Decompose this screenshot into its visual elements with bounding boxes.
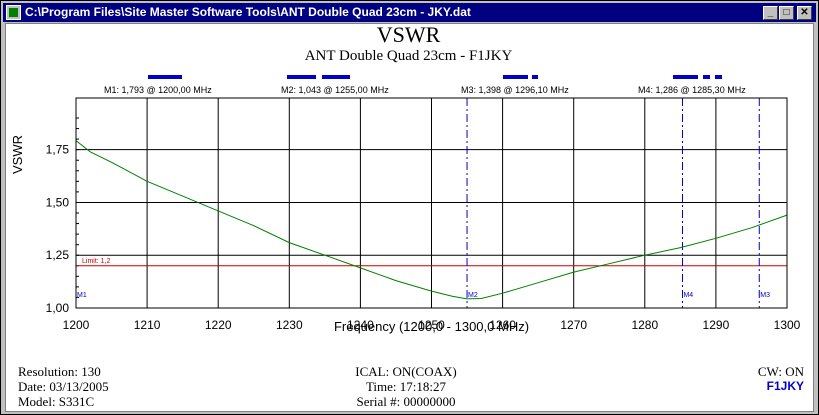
axis-ticks: 1200 1210 1220 1230 1240 1250 1260 1270 1280 1290… xyxy=(46,117,801,332)
serial-text: Serial #: 00000000 xyxy=(356,394,456,409)
cw-status: CW: ON xyxy=(757,364,804,379)
minimize-button[interactable]: _ xyxy=(763,6,778,20)
x-tick-label: 1230 xyxy=(276,318,303,332)
marker-tag: M4 xyxy=(683,292,693,299)
resolution-text: Resolution: 130 xyxy=(18,364,101,379)
limit-label: Limit: 1,2 xyxy=(82,258,111,265)
footer-left: Resolution: 130 Date: 03/13/2005 Model: … xyxy=(18,364,109,409)
marker-readout: M1: 1,793 @ 1200,00 MHz xyxy=(104,85,212,95)
marker-bar xyxy=(503,75,528,79)
marker-bars xyxy=(148,75,722,79)
x-tick-label: 1260 xyxy=(489,318,516,332)
callsign: F1JKY xyxy=(766,379,804,393)
marker-bar xyxy=(532,75,538,79)
marker-readout: M4: 1,286 @ 1285,30 MHz xyxy=(638,85,746,95)
close-icon: ✕ xyxy=(800,7,809,18)
x-tick-label: 1290 xyxy=(703,318,730,332)
marker-readout: M2: 1,043 @ 1255,00 MHz xyxy=(281,85,389,95)
x-axis-label: Frequency (1200,0 - 1300,0 MHz) xyxy=(333,319,530,334)
limit-line-group: Limit: 1,2 xyxy=(76,258,787,267)
model-text: Model: S331C xyxy=(18,394,95,409)
x-tick-label: 1300 xyxy=(774,318,801,332)
y-tick-label: 1,50 xyxy=(46,195,70,209)
marker-bar xyxy=(148,75,182,79)
trace-group xyxy=(75,140,788,300)
marker-labels: M1: 1,793 @ 1200,00 MHz M2: 1,043 @ 1255,… xyxy=(104,85,746,95)
y-axis-label: VSWR xyxy=(10,135,25,174)
x-tick-label: 1250 xyxy=(418,318,445,332)
plot-frame xyxy=(75,97,788,309)
y-tick-label: 1,75 xyxy=(46,143,70,157)
maximize-icon: □ xyxy=(783,7,790,18)
ical-text: ICAL: ON(COAX) xyxy=(355,364,457,379)
x-tick-label: 1210 xyxy=(134,318,161,332)
axes xyxy=(75,97,788,309)
marker-bar xyxy=(703,75,710,79)
marker-tag: M1 xyxy=(77,292,87,299)
chart-title: VSWR xyxy=(376,22,441,47)
marker-bar xyxy=(715,75,722,79)
marker-bar xyxy=(322,75,350,79)
x-tick-label: 1270 xyxy=(560,318,587,332)
marker-bar xyxy=(287,75,316,79)
footer-right: CW: ON F1JKY xyxy=(706,364,804,394)
marker-lines: M1 M2 M3 M4 xyxy=(77,98,770,308)
marker-bar xyxy=(673,75,698,79)
date-text: Date: 03/13/2005 xyxy=(18,379,109,394)
x-tick-label: 1280 xyxy=(631,318,658,332)
maximize-button[interactable]: □ xyxy=(779,6,794,20)
window-title: C:\Program Files\Site Master Software To… xyxy=(25,5,471,19)
plot-window: VSWR ANT Double Quad 23cm - F1JKY M1: 1,… xyxy=(5,22,814,412)
marker-tag: M3 xyxy=(760,292,770,299)
chart-subtitle: ANT Double Quad 23cm - F1JKY xyxy=(304,48,513,64)
marker-tag: M2 xyxy=(468,292,478,299)
footer-center: ICAL: ON(COAX) Time: 17:18:27 Serial #: … xyxy=(326,364,486,409)
x-tick-label: 1220 xyxy=(205,318,232,332)
time-text: Time: 17:18:27 xyxy=(365,379,447,394)
y-tick-label: 1,25 xyxy=(46,248,70,262)
x-tick-label: 1240 xyxy=(347,318,374,332)
close-button[interactable]: ✕ xyxy=(797,6,812,20)
x-tick-label: 1200 xyxy=(63,318,90,332)
app-icon[interactable] xyxy=(6,5,21,20)
minimize-icon: _ xyxy=(767,7,774,18)
title-bar[interactable]: C:\Program Files\Site Master Software To… xyxy=(3,3,816,22)
grid-lines xyxy=(75,98,788,309)
vswr-trace xyxy=(75,140,788,300)
y-tick-label: 1,00 xyxy=(46,301,70,315)
marker-readout: M3: 1,398 @ 1296,10 MHz xyxy=(461,85,569,95)
vswr-chart: M1: 1,793 @ 1200,00 MHz M2: 1,043 @ 1255,… xyxy=(46,75,801,332)
